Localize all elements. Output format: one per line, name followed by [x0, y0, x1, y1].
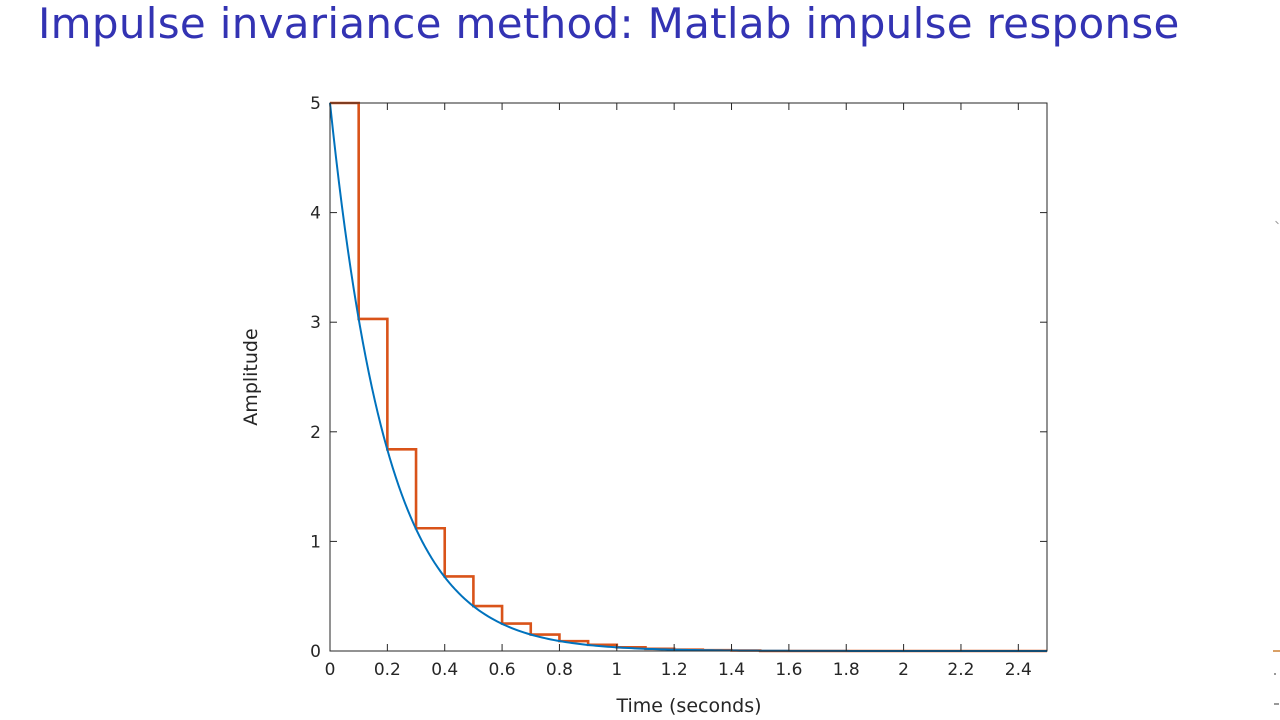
x-tick-label: 0	[325, 660, 336, 680]
x-tick-label: 1.8	[833, 660, 860, 680]
edge-artifact-line	[1273, 650, 1280, 652]
x-tick-label: 1	[611, 660, 622, 680]
x-tick-label: 1.2	[661, 660, 688, 680]
slide-title: Impulse invariance method: Matlab impuls…	[38, 0, 1180, 48]
ticks-layer: 0 0.2 0.4 0.6 0.8 1 1.2 1.4 1.6 1.8 2 2.2 2.4 0 1 2 3 4 5	[310, 94, 1047, 680]
y-tick-label: 4	[310, 204, 321, 224]
y-tick-label: 5	[310, 94, 321, 114]
y-tick-label: 0	[310, 642, 321, 662]
y-tick-label: 1	[310, 532, 321, 552]
edge-artifact-bottom	[1274, 703, 1279, 705]
plot-frame	[329, 102, 1048, 652]
y-axis-label: Amplitude	[240, 328, 262, 425]
x-tick-label: 0.2	[374, 660, 401, 680]
x-tick-label: 0.4	[431, 660, 458, 680]
x-tick-label: 0.6	[489, 660, 516, 680]
y-tick-label: 2	[310, 423, 321, 443]
x-tick-label: 1.4	[718, 660, 745, 680]
x-axis-label: Time (seconds)	[615, 695, 761, 717]
plot-area	[330, 103, 1047, 651]
x-tick-label: 2	[898, 660, 909, 680]
y-tick-label: 3	[310, 313, 321, 333]
x-tick-label: 2.4	[1005, 660, 1032, 680]
edge-artifact-dot	[1274, 673, 1276, 675]
x-tick-label: 2.2	[947, 660, 974, 680]
x-tick-label: 1.6	[775, 660, 802, 680]
x-tick-label: 0.8	[546, 660, 573, 680]
